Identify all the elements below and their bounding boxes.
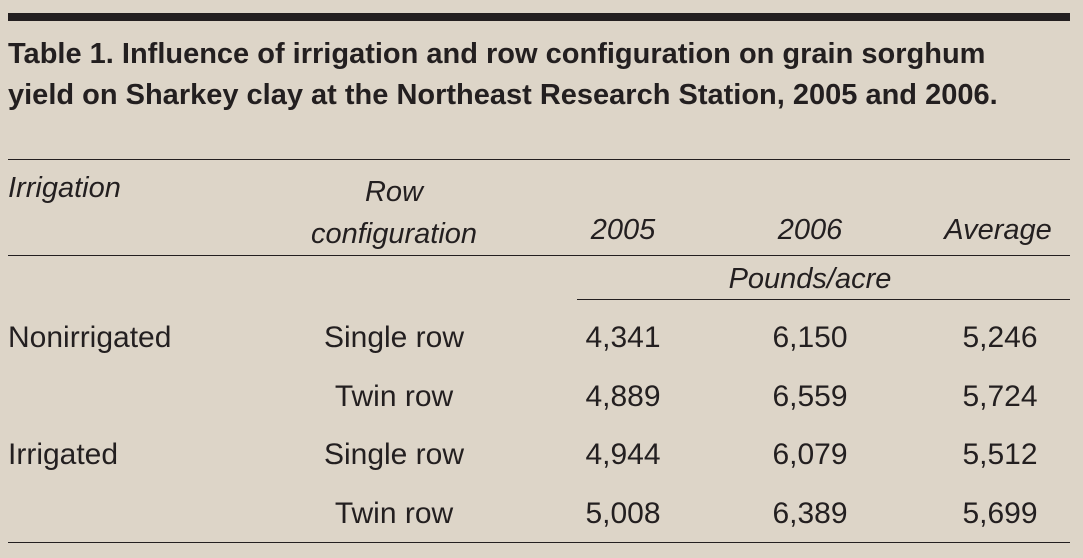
yield-cell: 5,008 [585,496,661,530]
header-cell: Row configuration [310,176,478,250]
header-cell: Irrigation [8,172,121,204]
unit-label: Pounds/acre [728,263,892,295]
top-bar [8,13,1070,21]
table-title: Table 1. Influence of irrigation and row… [8,38,998,111]
rule [8,542,1070,543]
yield-cell: 4,341 [585,321,661,354]
yield-cell: 6,150 [772,321,848,354]
header-cell: 2006 [777,214,843,246]
rule [577,299,1070,300]
yield-cell: 6,389 [772,496,848,530]
yield-cell: 5,699 [962,496,1038,530]
yield-cell: 5,246 [962,321,1038,354]
row-config-cell: Single row [323,438,465,471]
yield-cell: 5,512 [962,438,1038,471]
irrigation-cell: Nonirrigated [8,321,172,354]
yield-cell: 4,944 [585,438,661,471]
yield-cell: 4,889 [585,379,661,413]
yield-cell: 6,559 [772,379,848,413]
header-cell: 2005 [590,214,656,246]
yield-cell: 6,079 [772,438,848,471]
rule [8,159,1070,160]
rule [8,255,1070,256]
row-config-cell: Single row [323,321,465,354]
row-config-cell: Twin row [334,379,454,413]
irrigation-cell: Irrigated [8,438,119,471]
yield-cell: 5,724 [962,379,1038,413]
row-config-cell: Twin row [334,496,454,530]
header-cell: Average [944,214,1052,246]
